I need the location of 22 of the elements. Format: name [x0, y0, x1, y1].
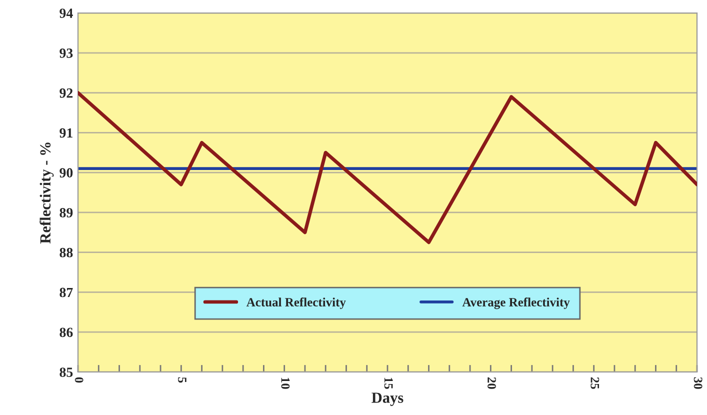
x-axis-title: Days: [372, 392, 404, 406]
y-tick-label: 93: [60, 48, 73, 58]
x-tick-label: 0: [74, 377, 84, 383]
y-tick-label: 91: [60, 128, 72, 138]
legend-label: Actual Reflectivity: [246, 298, 346, 310]
y-tick-label: 86: [60, 328, 73, 338]
x-tick-label: 10: [281, 378, 290, 389]
legend-label: Average Reflectivity: [462, 298, 570, 310]
y-tick-label: 85: [60, 368, 73, 377]
x-tick-label: 5: [178, 377, 186, 383]
y-tick-label: 87: [60, 288, 73, 298]
x-tick-label: 25: [590, 377, 600, 389]
x-tick-label: 30: [694, 377, 702, 389]
x-tick-label: 15: [384, 378, 393, 389]
x-tick-label: 20: [488, 377, 496, 389]
y-tick-label: 88: [60, 248, 73, 258]
line-series: [78, 91, 697, 244]
y-tick-label: 90: [60, 168, 73, 178]
y-axis-title: Reflectivity - %: [40, 142, 54, 244]
y-tick-label: 94: [60, 8, 73, 18]
y-tick-label: 89: [60, 208, 73, 218]
y-tick-label: 92: [60, 88, 73, 98]
